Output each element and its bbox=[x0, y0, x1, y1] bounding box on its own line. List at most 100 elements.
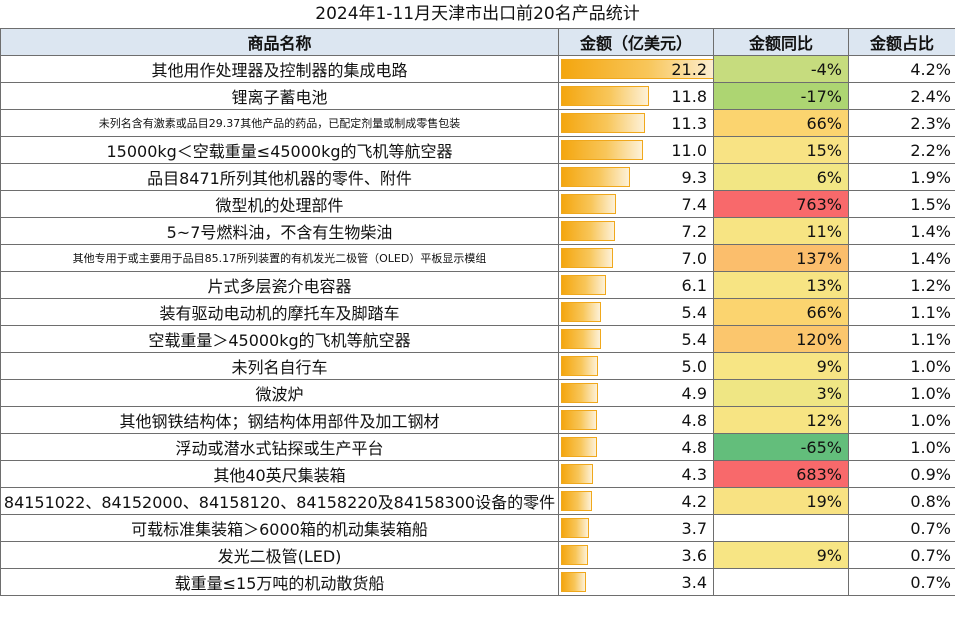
product-name-cell: 84151022、84152000、84158120、84158220及8415… bbox=[0, 487, 559, 515]
yoy-cell: -17% bbox=[713, 82, 849, 110]
amount-data-bar bbox=[561, 167, 630, 187]
amount-value: 7.2 bbox=[681, 221, 707, 241]
yoy-cell: 137% bbox=[713, 244, 849, 272]
table-row: 未列名自行车 5.0 9% 1.0% bbox=[0, 352, 955, 380]
table-row: 其他40英尺集装箱 4.3 683% 0.9% bbox=[0, 460, 955, 488]
amount-cell: 6.1 bbox=[558, 271, 714, 299]
product-name-cell: 其他用作处理器及控制器的集成电路 bbox=[0, 55, 559, 83]
amount-value: 3.6 bbox=[681, 545, 707, 565]
amount-cell: 7.0 bbox=[558, 244, 714, 272]
amount-value: 5.4 bbox=[681, 302, 707, 322]
amount-value: 5.4 bbox=[681, 329, 707, 349]
yoy-cell: 15% bbox=[713, 136, 849, 164]
product-name-cell: 浮动或潜水式钻探或生产平台 bbox=[0, 433, 559, 461]
amount-value: 4.2 bbox=[681, 491, 707, 511]
yoy-cell: 9% bbox=[713, 541, 849, 569]
yoy-cell: 12% bbox=[713, 406, 849, 434]
product-name-cell: 空载重量＞45000kg的飞机等航空器 bbox=[0, 325, 559, 353]
share-cell: 1.2% bbox=[848, 271, 955, 299]
table-row: 载重量≤15万吨的机动散货船 3.4 0.7% bbox=[0, 568, 955, 596]
amount-data-bar bbox=[561, 572, 586, 592]
amount-data-bar bbox=[561, 194, 616, 214]
yoy-cell: -4% bbox=[713, 55, 849, 83]
amount-value: 6.1 bbox=[681, 275, 707, 295]
share-cell: 0.8% bbox=[848, 487, 955, 515]
product-name-cell: 装有驱动电动机的摩托车及脚踏车 bbox=[0, 298, 559, 326]
yoy-cell bbox=[713, 568, 849, 596]
amount-value: 4.8 bbox=[681, 437, 707, 457]
amount-cell: 11.8 bbox=[558, 82, 714, 110]
amount-cell: 7.4 bbox=[558, 190, 714, 218]
amount-data-bar bbox=[561, 221, 615, 241]
yoy-cell: 120% bbox=[713, 325, 849, 353]
amount-data-bar bbox=[561, 464, 593, 484]
amount-data-bar bbox=[561, 383, 598, 403]
amount-cell: 5.4 bbox=[558, 325, 714, 353]
share-cell: 1.0% bbox=[848, 406, 955, 434]
header-row: 商品名称 金额（亿美元） 金额同比 金额占比 bbox=[0, 28, 955, 56]
product-name-cell: 其他钢铁结构体；钢结构体用部件及加工钢材 bbox=[0, 406, 559, 434]
header-share: 金额占比 bbox=[848, 28, 955, 56]
share-cell: 1.1% bbox=[848, 298, 955, 326]
yoy-cell: 763% bbox=[713, 190, 849, 218]
amount-data-bar bbox=[561, 437, 597, 457]
amount-value: 11.3 bbox=[671, 113, 707, 133]
amount-cell: 4.3 bbox=[558, 460, 714, 488]
product-name-cell: 载重量≤15万吨的机动散货船 bbox=[0, 568, 559, 596]
amount-cell: 21.2 bbox=[558, 55, 714, 83]
share-cell: 0.7% bbox=[848, 568, 955, 596]
yoy-cell: -65% bbox=[713, 433, 849, 461]
yoy-cell: 11% bbox=[713, 217, 849, 245]
amount-cell: 3.6 bbox=[558, 541, 714, 569]
product-name-cell: 品目8471所列其他机器的零件、附件 bbox=[0, 163, 559, 191]
yoy-cell: 19% bbox=[713, 487, 849, 515]
share-cell: 1.9% bbox=[848, 163, 955, 191]
product-name-cell: 其他40英尺集装箱 bbox=[0, 460, 559, 488]
product-name-cell: 未列名自行车 bbox=[0, 352, 559, 380]
table-row: 发光二极管(LED) 3.6 9% 0.7% bbox=[0, 541, 955, 569]
table-row: 其他专用于或主要用于品目85.17所列装置的有机发光二极管（OLED）平板显示模… bbox=[0, 244, 955, 272]
yoy-cell: 9% bbox=[713, 352, 849, 380]
yoy-cell: 3% bbox=[713, 379, 849, 407]
table-row: 可载标准集装箱＞6000箱的机动集装箱船 3.7 0.7% bbox=[0, 514, 955, 542]
product-name-cell: 未列名含有激素或品目29.37其他产品的药品，已配定剂量或制成零售包装 bbox=[0, 109, 559, 137]
amount-data-bar bbox=[561, 491, 592, 511]
amount-value: 3.4 bbox=[681, 572, 707, 592]
share-cell: 2.2% bbox=[848, 136, 955, 164]
product-name-cell: 可载标准集装箱＞6000箱的机动集装箱船 bbox=[0, 514, 559, 542]
share-cell: 1.0% bbox=[848, 379, 955, 407]
product-name-cell: 微型机的处理部件 bbox=[0, 190, 559, 218]
yoy-cell: 66% bbox=[713, 298, 849, 326]
yoy-cell: 683% bbox=[713, 460, 849, 488]
share-cell: 1.0% bbox=[848, 433, 955, 461]
table-row: 84151022、84152000、84158120、84158220及8415… bbox=[0, 487, 955, 515]
share-cell: 0.9% bbox=[848, 460, 955, 488]
amount-value: 4.3 bbox=[681, 464, 707, 484]
table-row: 未列名含有激素或品目29.37其他产品的药品，已配定剂量或制成零售包装 11.3 6… bbox=[0, 109, 955, 137]
amount-value: 3.7 bbox=[681, 518, 707, 538]
amount-value: 11.0 bbox=[671, 140, 707, 160]
share-cell: 1.0% bbox=[848, 352, 955, 380]
share-cell: 2.4% bbox=[848, 82, 955, 110]
amount-value: 11.8 bbox=[671, 86, 707, 106]
table-row: 装有驱动电动机的摩托车及脚踏车 5.4 66% 1.1% bbox=[0, 298, 955, 326]
amount-value: 4.9 bbox=[681, 383, 707, 403]
amount-cell: 5.4 bbox=[558, 298, 714, 326]
share-cell: 1.4% bbox=[848, 244, 955, 272]
amount-data-bar bbox=[561, 410, 597, 430]
amount-value: 7.4 bbox=[681, 194, 707, 214]
product-name-cell: 发光二极管(LED) bbox=[0, 541, 559, 569]
amount-cell: 5.0 bbox=[558, 352, 714, 380]
table-row: 空载重量＞45000kg的飞机等航空器 5.4 120% 1.1% bbox=[0, 325, 955, 353]
amount-cell: 4.8 bbox=[558, 433, 714, 461]
product-name-cell: 锂离子蓄电池 bbox=[0, 82, 559, 110]
amount-cell: 3.4 bbox=[558, 568, 714, 596]
table-row: 微型机的处理部件 7.4 763% 1.5% bbox=[0, 190, 955, 218]
amount-data-bar bbox=[561, 248, 613, 268]
amount-cell: 4.2 bbox=[558, 487, 714, 515]
table-row: 微波炉 4.9 3% 1.0% bbox=[0, 379, 955, 407]
table-row: 其他钢铁结构体；钢结构体用部件及加工钢材 4.8 12% 1.0% bbox=[0, 406, 955, 434]
share-cell: 2.3% bbox=[848, 109, 955, 137]
amount-data-bar bbox=[561, 329, 601, 349]
